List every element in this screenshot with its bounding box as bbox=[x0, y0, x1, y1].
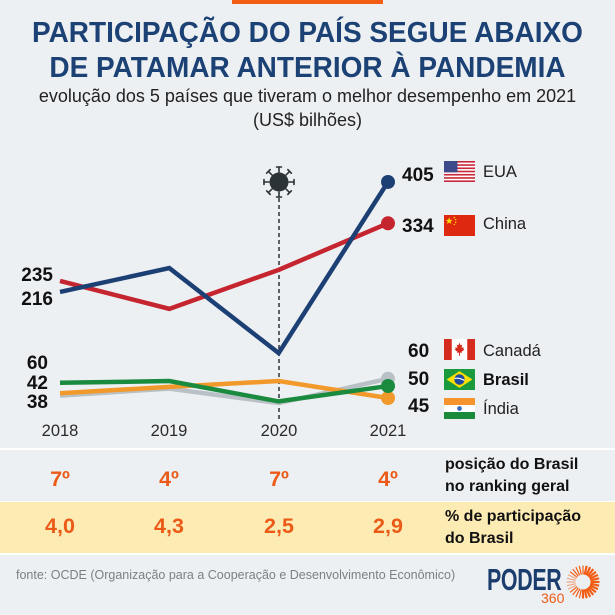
start-label-india: 42 bbox=[26, 372, 48, 394]
legend-label: Brasil bbox=[483, 371, 529, 389]
logo-wordmark: PODER bbox=[487, 561, 562, 597]
china-flag-icon bbox=[444, 215, 475, 236]
virus-icon bbox=[263, 166, 295, 198]
share-value: 2,5 bbox=[264, 513, 294, 538]
ranking-label-line-2: no ranking geral bbox=[445, 477, 570, 495]
start-label-canada: 38 bbox=[26, 391, 48, 413]
share-value: 4,0 bbox=[45, 513, 75, 538]
line-eua bbox=[59, 180, 390, 357]
unit-label: (US$ bilhões) bbox=[252, 109, 363, 130]
ranking-row-label: posição do Brasil no ranking geral bbox=[445, 454, 578, 498]
x-tick-label: 2021 bbox=[369, 422, 407, 440]
legend-label: EUA bbox=[483, 163, 517, 181]
india-flag-icon bbox=[444, 398, 475, 419]
us-flag-icon bbox=[444, 161, 475, 182]
end-label-india: 45 bbox=[408, 395, 430, 417]
canada-flag-icon bbox=[444, 339, 475, 360]
end-label-brasil: 50 bbox=[408, 368, 430, 390]
ranking-value: 4º bbox=[159, 466, 179, 491]
divider bbox=[0, 552, 615, 555]
legend-label: China bbox=[483, 215, 527, 233]
table-row-share bbox=[0, 502, 615, 553]
brazil-flag-icon bbox=[444, 369, 475, 390]
line-brasil bbox=[59, 378, 389, 404]
end-label-eua: 405 bbox=[402, 164, 434, 186]
share-label-line-2: do Brasil bbox=[445, 529, 514, 547]
start-label-eua: 216 bbox=[21, 288, 53, 310]
ranking-value: 7º bbox=[269, 466, 289, 491]
end-dot-brasil bbox=[381, 378, 395, 393]
divider bbox=[0, 447, 615, 450]
title-line-1: PARTICIPAÇÃO DO PAÍS SEGUE ABAIXO bbox=[32, 16, 583, 49]
end-dot-china bbox=[381, 216, 395, 231]
legend-label: Índia bbox=[483, 400, 519, 418]
end-label-china: 334 bbox=[402, 215, 434, 237]
subtitle: evolução dos 5 países que tiveram o melh… bbox=[38, 85, 577, 106]
line-china bbox=[59, 221, 389, 312]
ranking-value: 4º bbox=[378, 466, 398, 491]
x-tick-label: 2019 bbox=[150, 422, 188, 440]
divider bbox=[0, 500, 615, 502]
end-dot-india bbox=[381, 391, 395, 406]
top-accent-bar bbox=[232, 0, 383, 4]
sun-icon bbox=[566, 565, 600, 599]
logo-subtext: 360 bbox=[541, 590, 565, 606]
ranking-value: 7º bbox=[50, 466, 70, 491]
share-row-label: % de participação do Brasil bbox=[445, 506, 581, 550]
share-value: 2,9 bbox=[373, 513, 403, 538]
end-label-canada: 60 bbox=[408, 340, 430, 362]
end-dot-eua bbox=[381, 174, 395, 189]
source-note: fonte: OCDE (Organização para a Cooperaç… bbox=[16, 567, 456, 582]
start-label-china: 235 bbox=[21, 264, 53, 286]
legend-label: Canadá bbox=[483, 342, 541, 360]
x-tick-label: 2020 bbox=[260, 422, 298, 440]
share-value: 4,3 bbox=[154, 513, 184, 538]
start-label-brasil: 60 bbox=[26, 352, 48, 374]
title-line-2: DE PATAMAR ANTERIOR À PANDEMIA bbox=[49, 51, 566, 84]
share-label-line-1: % de participação bbox=[445, 507, 582, 525]
x-tick-label: 2018 bbox=[41, 422, 79, 440]
ranking-label-line-1: posição do Brasil bbox=[445, 455, 579, 473]
line-india bbox=[59, 378, 389, 401]
series-layer bbox=[59, 174, 395, 406]
